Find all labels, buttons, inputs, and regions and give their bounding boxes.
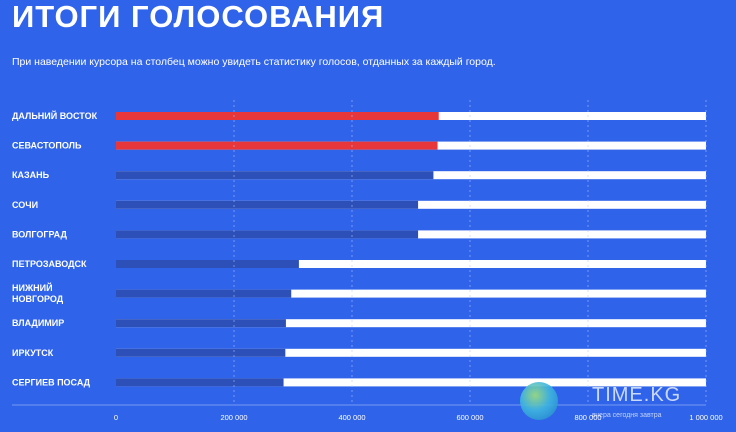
bar[interactable] [116,319,286,328]
bar-track [116,319,706,328]
bar[interactable] [116,348,286,357]
x-tick-label: 600 000 [456,413,483,422]
bar[interactable] [116,260,299,268]
category-label: ДАЛЬНИЙ ВОСТОК [12,110,98,121]
x-tick-label: 1 000 000 [689,413,722,422]
category-label: ВЛАДИМИР [12,318,64,328]
x-tick-label: 400 000 [338,413,365,422]
category-label: СОЧИ [12,200,38,210]
watermark-logo: TIME.KG вчера сегодня завтра [516,380,736,432]
category-label: ВОЛГОГРАД [12,229,67,239]
watermark-brand: TIME.KG [592,384,682,406]
category-label: СЕРГИЕВ ПОСАД [12,377,91,387]
bar[interactable] [116,171,434,180]
bar[interactable] [116,289,292,298]
bar-track [116,378,706,387]
x-tick-label: 0 [114,413,118,422]
x-tick-label: 200 000 [220,413,247,422]
page-title: ИТОГИ ГОЛОСОВАНИЯ [12,0,385,34]
bar[interactable] [116,141,438,150]
bar-track [116,289,706,298]
category-label: СЕВАСТОПОЛЬ [12,141,82,151]
bar[interactable] [116,230,419,239]
globe-icon [520,382,558,420]
bar[interactable] [116,200,419,209]
bar[interactable] [116,112,439,120]
bar-track [116,348,706,357]
watermark-tagline: вчера сегодня завтра [592,412,662,419]
bar[interactable] [116,378,284,387]
category-label: КАЗАНЬ [12,170,50,180]
x-tick-label: 800 000 [574,413,601,422]
category-label: ПЕТРОЗАВОДСК [12,259,87,269]
page-subtitle: При наведении курсора на столбец можно у… [12,56,496,68]
category-label: НИЖНИЙ НОВГОРОД [12,282,64,304]
category-label: ИРКУТСК [12,348,54,358]
bar-track [116,260,706,268]
